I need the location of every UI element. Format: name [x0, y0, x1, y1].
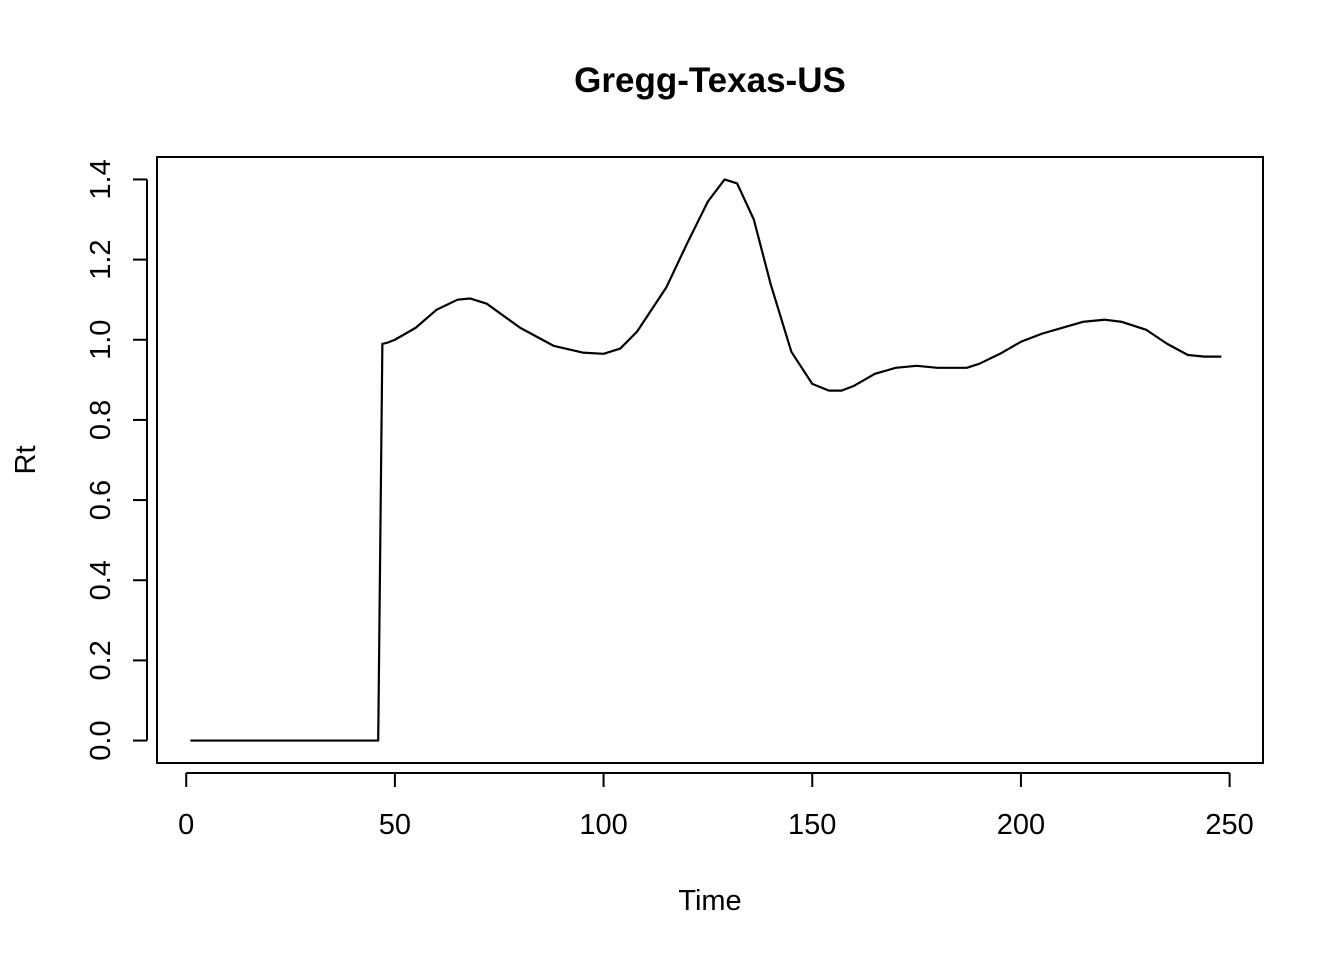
y-tick-label: 0.4 — [85, 560, 117, 600]
y-axis-label: Rt — [10, 446, 42, 475]
y-tick-label: 0.6 — [85, 480, 117, 520]
x-tick-label: 150 — [788, 809, 836, 841]
y-axis: 0.0 0.2 0.4 0.6 0.8 1.0 1.2 1.4 — [85, 159, 148, 761]
y-tick-label: 0.8 — [85, 400, 117, 440]
x-tick-label: 250 — [1205, 809, 1253, 841]
series-line — [190, 178, 1222, 742]
y-tick-label: 1.0 — [85, 320, 117, 360]
chart-title: Gregg-Texas-US — [574, 61, 846, 100]
x-tick-label: 100 — [579, 809, 627, 841]
y-tick-label: 1.4 — [85, 159, 117, 199]
plot-frame — [156, 156, 1264, 764]
x-tick-label: 200 — [997, 809, 1045, 841]
x-tick-label: 0 — [178, 809, 194, 841]
x-axis-label: Time — [678, 885, 741, 917]
y-tick-label: 1.2 — [85, 239, 117, 279]
x-axis: 0 50 100 150 200 250 — [178, 772, 1254, 841]
y-tick-label: 0.0 — [85, 720, 117, 760]
x-tick-label: 50 — [379, 809, 411, 841]
y-tick-label: 0.2 — [85, 640, 117, 680]
